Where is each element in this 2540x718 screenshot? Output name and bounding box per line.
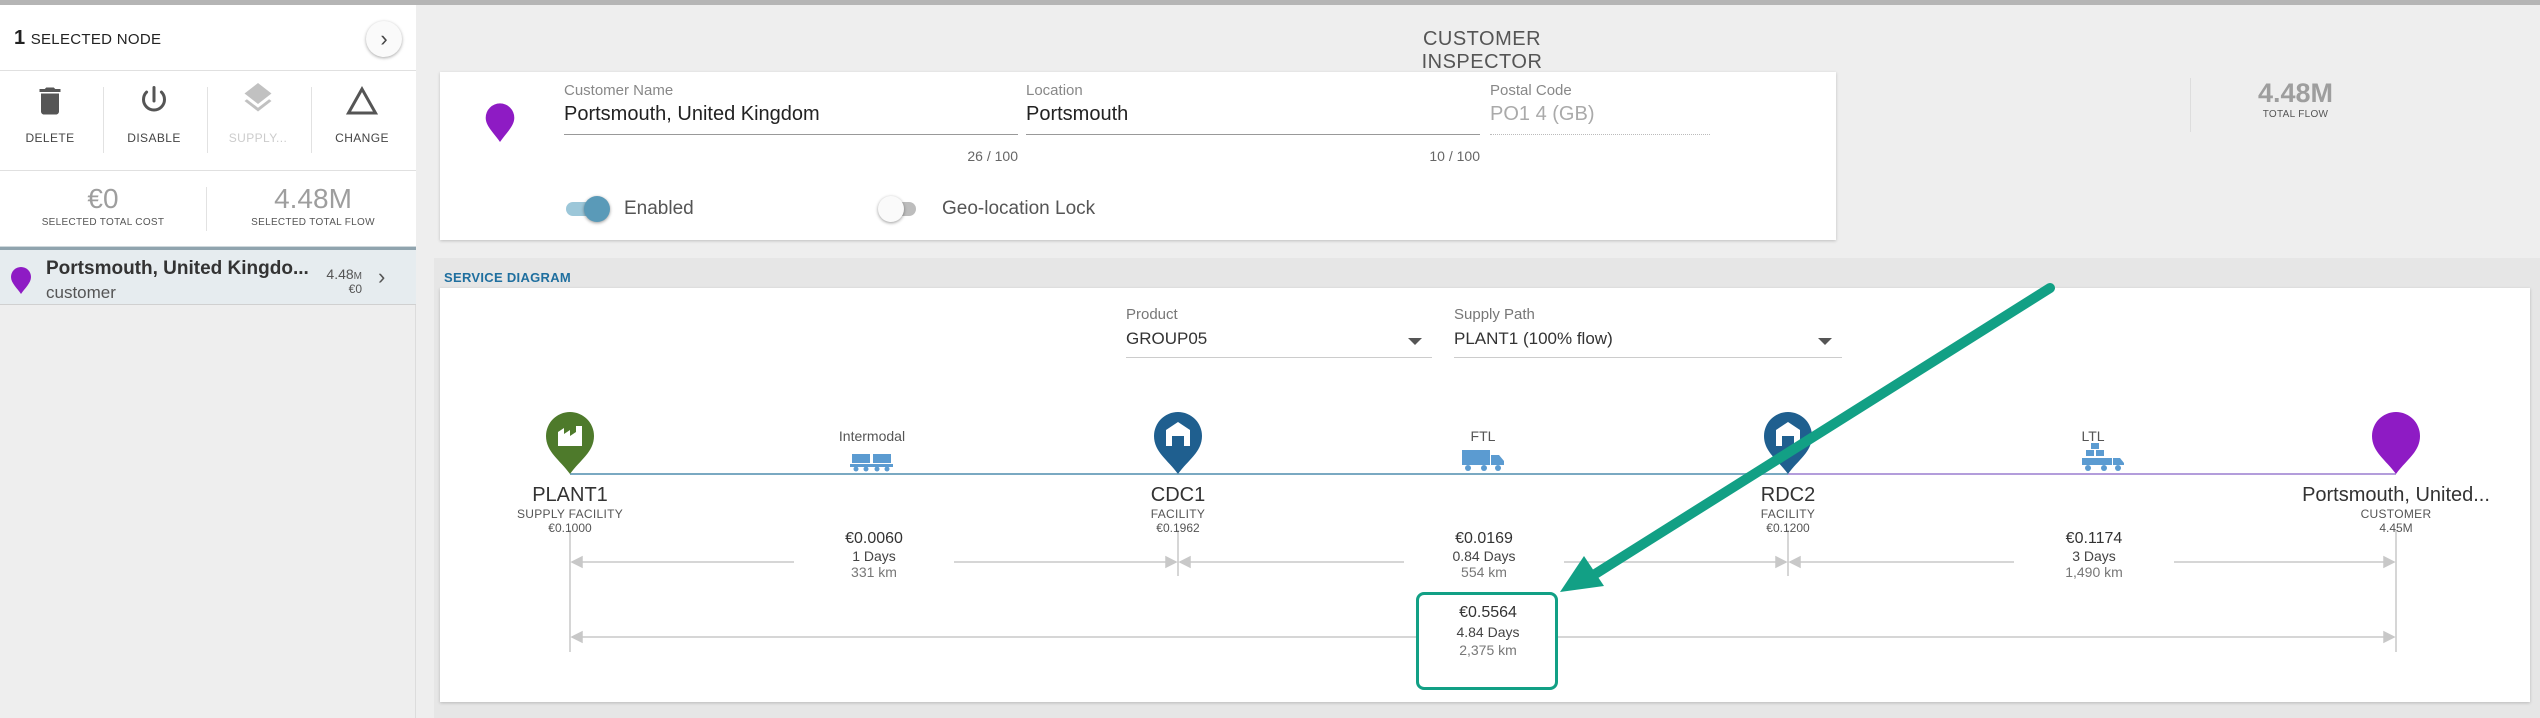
customer-pin-icon [485,103,515,142]
action-toolbar: DELETE DISABLE SUPPLY... CHANGE [0,71,416,171]
selected-total-flow: 4.48M SELECTED TOTAL FLOW [251,183,375,228]
chevron-right-icon: › [380,26,388,51]
location-pin-icon [11,267,31,294]
segment-stats: €0.0060 1 Days 331 km [794,530,954,580]
chevron-down-icon [1818,338,1832,345]
customer-pin-icon[interactable] [2372,412,2420,474]
selection-panel: 1 SELECTED NODE › DELETE DISABLE SUPPLY.… [0,5,416,718]
selection-totals: €0 SELECTED TOTAL COST 4.48M SELECTED TO… [0,171,416,247]
selection-header: 1 SELECTED NODE › [0,5,416,71]
customer-details-card: Customer Name Portsmouth, United Kingdom… [440,72,1836,240]
location-counter: 10 / 100 [1429,148,1480,164]
divider [207,87,208,153]
chevron-right-icon[interactable]: › [378,264,386,289]
divider [311,87,312,153]
node-cdc1[interactable]: CDC1 FACILITY €0.1962 [1150,484,1206,535]
factory-icon[interactable] [546,412,594,474]
mode-label: FTL [1470,428,1496,444]
layers-icon [244,83,272,112]
customer-name-field[interactable]: Customer Name Portsmouth, United Kingdom [564,82,1018,135]
chevron-down-icon [1408,338,1422,345]
selected-item-flow: 4.48M [326,266,362,282]
disable-button[interactable]: DISABLE [104,83,204,163]
warehouse-icon[interactable] [1154,412,1202,474]
mode-label: LTL [2081,428,2105,444]
expand-panel-button[interactable]: › [366,21,402,57]
divider [206,187,207,231]
selected-total-cost: €0 SELECTED TOTAL COST [41,183,165,228]
divider [103,87,104,153]
segment-stats: €0.0169 0.84 Days 554 km [1404,530,1564,580]
total-flow-summary: 4.48M TOTAL FLOW [2190,78,2540,132]
segment-stats: €0.1174 3 Days 1,490 km [2014,530,2174,580]
postal-code-field: Postal Code PO1 4 (GB) [1490,82,1710,135]
supply-button[interactable]: SUPPLY... [208,83,308,163]
annotation-highlight-box [1416,592,1558,690]
node-rdc2[interactable]: RDC2 FACILITY €0.1200 [1760,484,1816,535]
selected-item-type: customer [46,283,116,302]
product-select[interactable]: Product GROUP05 [1126,306,1432,358]
location-field[interactable]: Location Portsmouth [1026,82,1480,135]
mode-label: Intermodal [838,428,906,444]
delta-icon [345,85,379,115]
node-customer[interactable]: Portsmouth, United... CUSTOMER 4.45M [2302,484,2490,535]
node-plant1[interactable]: PLANT1 SUPPLY FACILITY €0.1000 [516,484,624,535]
top-bar [0,0,2540,5]
total-path-stats: €0.5564 4.84 Days 2,375 km [1418,604,1558,658]
power-icon [142,86,166,112]
page-title: CUSTOMER INSPECTOR [1421,28,1543,73]
selected-item-name: Portsmouth, United Kingdo... [46,258,309,279]
delete-button[interactable]: DELETE [0,83,100,163]
list-item[interactable]: Portsmouth, United Kingdo... customer 4.… [0,247,416,305]
section-title: SERVICE DIAGRAM [444,270,572,285]
ltl-truck-icon [2082,443,2124,471]
selected-item-cost: €0 [348,282,362,296]
intermodal-icon [850,454,893,472]
truck-icon [1462,450,1504,471]
selected-node-count: 1 SELECTED NODE [14,27,162,49]
customer-name-counter: 26 / 100 [967,148,1018,164]
change-button[interactable]: CHANGE [312,83,412,163]
trash-icon [39,87,61,115]
annotation-arrow [1560,283,2055,592]
supply-path-select[interactable]: Supply Path PLANT1 (100% flow) [1454,306,1842,358]
